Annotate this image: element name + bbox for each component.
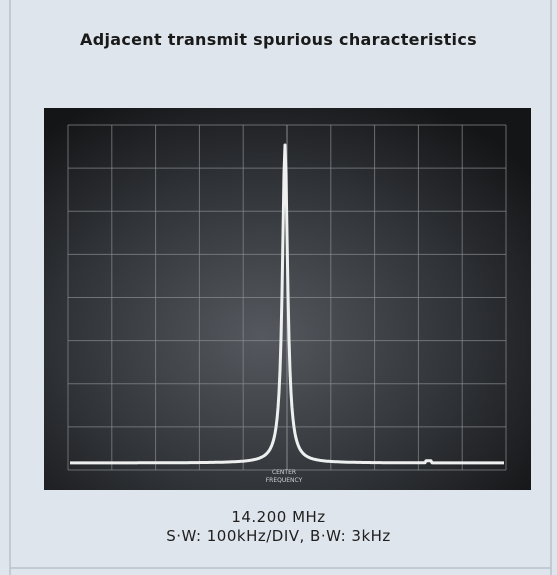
caption: 14.200 MHz S·W: 100kHz/DIV, B·W: 3kHz <box>0 508 557 546</box>
page-frame: CENTER FREQUENCY <box>0 0 557 575</box>
screen-label: CENTER <box>272 469 296 476</box>
title: Adjacent transmit spurious characteristi… <box>0 30 557 49</box>
caption-line: S·W: 100kHz/DIV, B·W: 3kHz <box>0 527 557 546</box>
screen-label: FREQUENCY <box>266 477 303 484</box>
caption-line: 14.200 MHz <box>0 508 557 527</box>
page: CENTER FREQUENCY Adjacent transmit spuri… <box>0 0 557 575</box>
